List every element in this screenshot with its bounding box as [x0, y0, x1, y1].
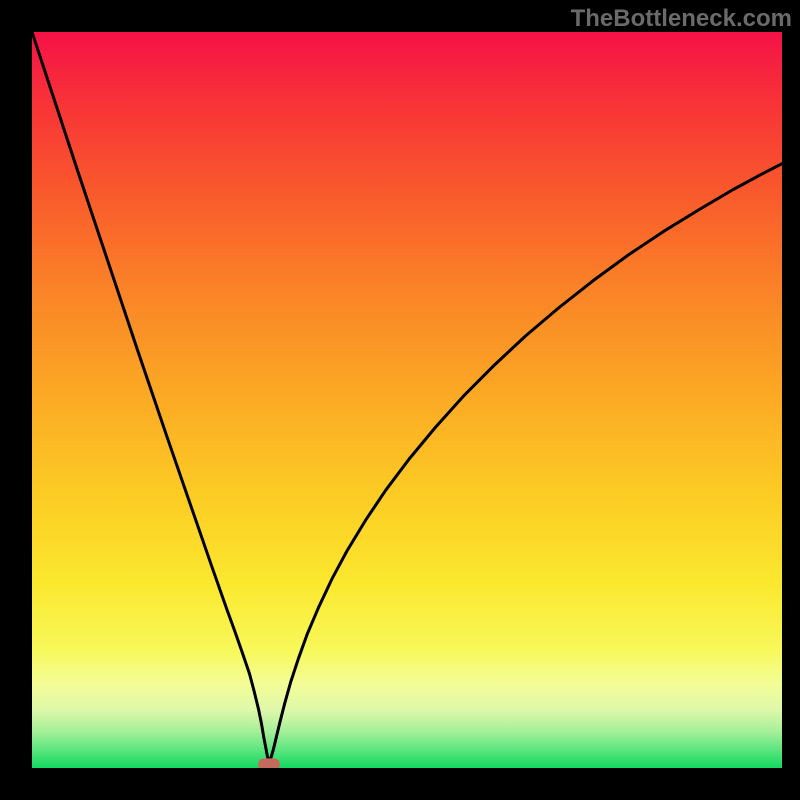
plot-area	[32, 32, 782, 768]
optimal-marker	[258, 758, 280, 768]
watermark-label: TheBottleneck.com	[571, 5, 792, 33]
bottleneck-curve	[32, 32, 782, 768]
chart-frame: TheBottleneck.com	[0, 0, 800, 800]
